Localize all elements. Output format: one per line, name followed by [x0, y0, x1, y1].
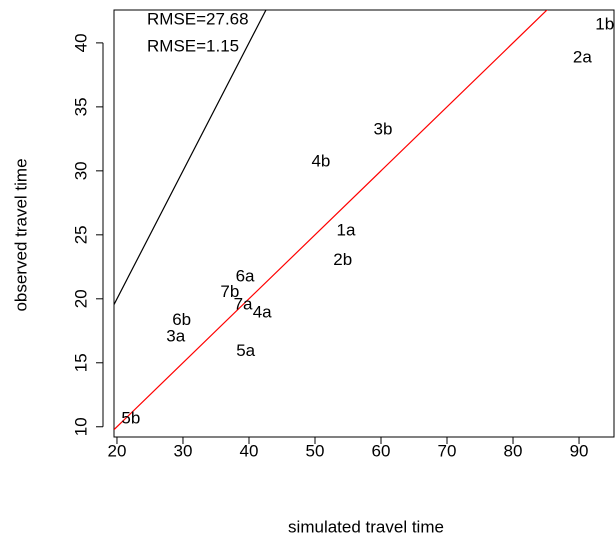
point-label: 2a	[573, 48, 592, 67]
point-label: 5a	[236, 341, 255, 360]
y-tick-label: 10	[71, 417, 90, 436]
point-label: 5b	[121, 409, 140, 428]
x-tick-label: 70	[438, 441, 457, 460]
fit-line	[114, 10, 267, 305]
point-label: 7b	[220, 282, 239, 301]
y-axis-title: observed travel time	[11, 158, 30, 311]
legend-entry: RMSE=27.68	[147, 9, 249, 28]
point-label: 2b	[333, 250, 352, 269]
y-tick-label: 20	[71, 289, 90, 308]
point-label: 3b	[374, 119, 393, 138]
legend-entry: RMSE=1.15	[147, 36, 239, 55]
point-label: 1b	[595, 14, 614, 33]
point-label: 6a	[236, 267, 255, 286]
point-label: 4b	[311, 151, 330, 170]
fit-lines	[114, 10, 548, 431]
x-tick-label: 50	[306, 441, 325, 460]
x-axis-title: simulated travel time	[288, 517, 444, 536]
x-tick-label: 80	[504, 441, 523, 460]
point-label: 4a	[253, 302, 272, 321]
point-label: 6b	[172, 310, 191, 329]
y-tick-label: 25	[71, 225, 90, 244]
plot-box	[113, 9, 615, 438]
x-tick-label: 30	[174, 441, 193, 460]
y-tick-label: 40	[71, 33, 90, 52]
x-tick-label: 20	[108, 441, 127, 460]
point-label: 7a	[234, 295, 253, 314]
y-tick-label: 15	[71, 353, 90, 372]
x-tick-label: 40	[240, 441, 259, 460]
point-label: 1a	[337, 220, 356, 239]
x-tick-label: 60	[372, 441, 391, 460]
y-tick-label: 35	[71, 97, 90, 116]
y-tick-label: 30	[71, 161, 90, 180]
x-tick-label: 90	[570, 441, 589, 460]
point-label: 3a	[166, 327, 185, 346]
fit-line	[114, 10, 548, 431]
